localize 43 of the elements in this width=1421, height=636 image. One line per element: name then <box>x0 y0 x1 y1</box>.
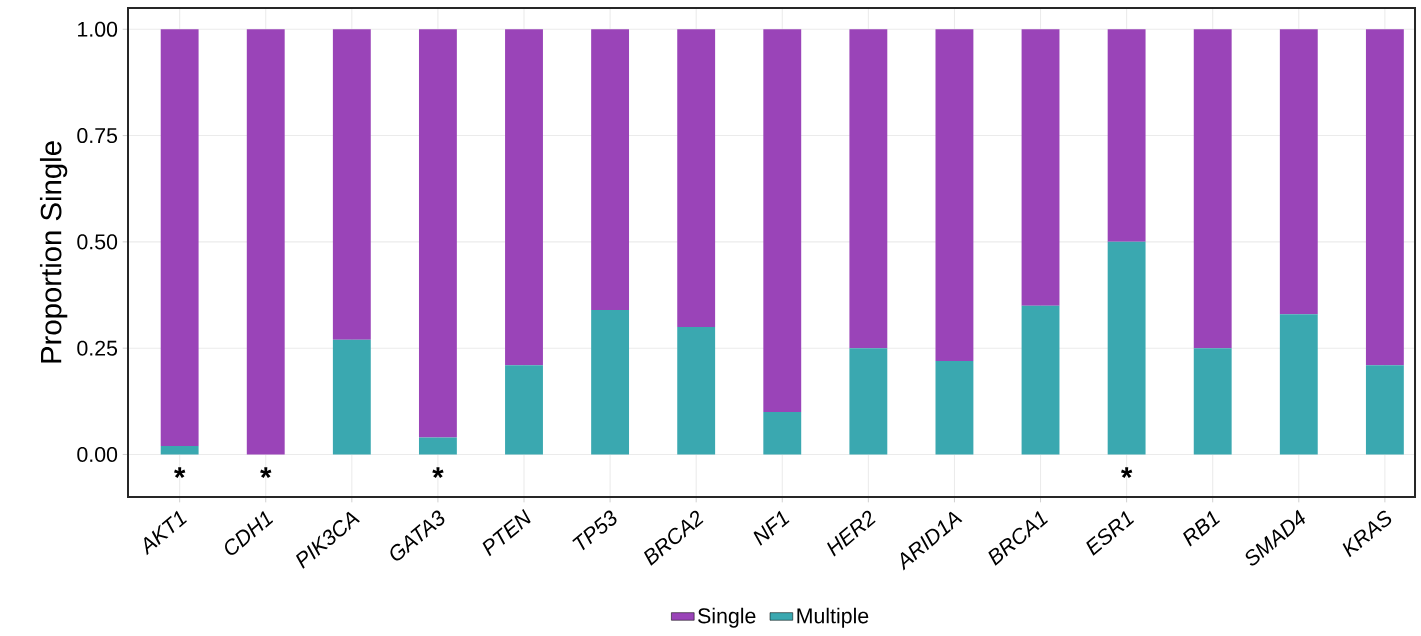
x-tick-label: RB1 <box>1183 510 1220 547</box>
bar <box>1279 314 1318 455</box>
y-tick-label: 0.25 <box>77 340 118 356</box>
bar <box>935 29 974 361</box>
y-tick-label: 1.00 <box>78 21 118 37</box>
bar <box>849 29 888 349</box>
legend-label: Multiple <box>797 607 869 628</box>
bar <box>1279 29 1318 315</box>
bar <box>505 29 543 366</box>
bar <box>418 437 457 455</box>
bar <box>1107 29 1146 242</box>
bar <box>849 348 888 455</box>
bar <box>1193 29 1232 349</box>
bar <box>763 411 802 455</box>
bar <box>591 309 630 455</box>
bar <box>332 339 371 455</box>
y-tick-label: 0.00 <box>77 446 118 463</box>
bar <box>418 29 457 438</box>
bar <box>935 360 974 455</box>
annotation: * <box>1120 467 1133 479</box>
annotation: * <box>432 467 444 479</box>
legend-label: Single <box>698 607 756 628</box>
bar <box>591 29 630 310</box>
bar <box>763 29 802 412</box>
bar <box>1021 305 1060 455</box>
bar <box>332 29 371 340</box>
bar <box>160 29 199 446</box>
bar <box>677 29 716 327</box>
bar <box>160 445 199 455</box>
annotation: * <box>174 467 186 479</box>
bar <box>1365 29 1404 366</box>
x-tick-label: NF1 <box>753 510 790 546</box>
bar <box>505 365 543 455</box>
bar <box>1193 348 1232 455</box>
bar <box>677 326 716 455</box>
bar <box>1021 29 1060 306</box>
annotation: * <box>260 467 272 479</box>
y-axis-title: Proportion Single <box>39 141 68 363</box>
y-tick-label: 0.50 <box>77 234 118 250</box>
bar <box>1107 241 1146 455</box>
bar <box>246 29 285 455</box>
bar <box>1365 365 1404 455</box>
y-tick-label: 0.75 <box>77 128 118 144</box>
